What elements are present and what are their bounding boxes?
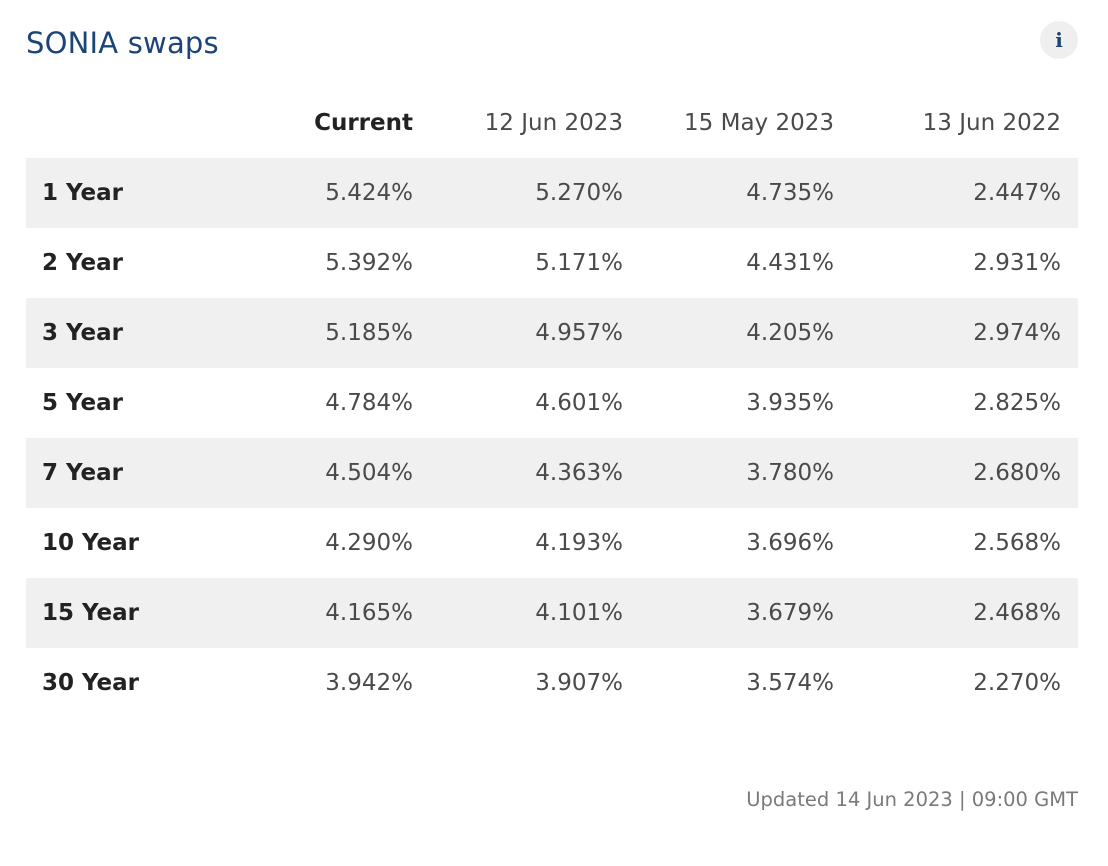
tenor-label: 5 Year bbox=[42, 390, 124, 416]
tenor-label: 30 Year bbox=[42, 670, 140, 696]
table-row: 1 Year 5.424% 5.270% 4.735% 2.447% bbox=[26, 158, 1078, 228]
rate-cell: 5.185% bbox=[325, 320, 413, 346]
rate-cell: 5.270% bbox=[535, 180, 623, 206]
table-row: 7 Year 4.504% 4.363% 3.780% 2.680% bbox=[26, 438, 1078, 508]
rate-cell: 4.504% bbox=[325, 460, 413, 486]
rate-cell: 3.942% bbox=[325, 670, 413, 696]
table-row: 15 Year 4.165% 4.101% 3.679% 2.468% bbox=[26, 578, 1078, 648]
rate-cell: 2.680% bbox=[973, 460, 1061, 486]
rate-cell: 2.974% bbox=[973, 320, 1061, 346]
rate-cell: 4.290% bbox=[325, 530, 413, 556]
rate-cell: 4.784% bbox=[325, 390, 413, 416]
swap-rates-table: Current 12 Jun 2023 15 May 2023 13 Jun 2… bbox=[26, 88, 1078, 718]
rate-cell: 2.568% bbox=[973, 530, 1061, 556]
rate-cell: 4.205% bbox=[746, 320, 834, 346]
table-row: 2 Year 5.392% 5.171% 4.431% 2.931% bbox=[26, 228, 1078, 298]
table-row: 3 Year 5.185% 4.957% 4.205% 2.974% bbox=[26, 298, 1078, 368]
sonia-swaps-widget: SONIA swaps i Current 12 Jun 2023 15 May… bbox=[26, 0, 1078, 866]
rate-cell: 5.424% bbox=[325, 180, 413, 206]
column-header-15-may-2023: 15 May 2023 bbox=[684, 110, 834, 136]
rate-cell: 4.601% bbox=[535, 390, 623, 416]
tenor-label: 15 Year bbox=[42, 600, 140, 626]
rate-cell: 3.679% bbox=[746, 600, 834, 626]
rate-cell: 2.270% bbox=[973, 670, 1061, 696]
tenor-label: 1 Year bbox=[42, 180, 124, 206]
table-row: 5 Year 4.784% 4.601% 3.935% 2.825% bbox=[26, 368, 1078, 438]
tenor-label: 7 Year bbox=[42, 460, 124, 486]
rate-cell: 4.165% bbox=[325, 600, 413, 626]
tenor-label: 10 Year bbox=[42, 530, 140, 556]
rate-cell: 4.957% bbox=[535, 320, 623, 346]
rate-cell: 4.735% bbox=[746, 180, 834, 206]
rate-cell: 3.935% bbox=[746, 390, 834, 416]
rate-cell: 2.447% bbox=[973, 180, 1061, 206]
info-icon[interactable]: i bbox=[1040, 21, 1078, 59]
rate-cell: 4.101% bbox=[535, 600, 623, 626]
rate-cell: 2.931% bbox=[973, 250, 1061, 276]
rate-cell: 3.574% bbox=[746, 670, 834, 696]
column-header-13-jun-2022: 13 Jun 2022 bbox=[922, 110, 1061, 136]
tenor-label: 2 Year bbox=[42, 250, 124, 276]
widget-title: SONIA swaps bbox=[26, 26, 219, 60]
table-row: 30 Year 3.942% 3.907% 3.574% 2.270% bbox=[26, 648, 1078, 718]
table-row: 10 Year 4.290% 4.193% 3.696% 2.568% bbox=[26, 508, 1078, 578]
rate-cell: 5.171% bbox=[535, 250, 623, 276]
rate-cell: 4.193% bbox=[535, 530, 623, 556]
column-header-tenor bbox=[26, 88, 220, 158]
table-header-row: Current 12 Jun 2023 15 May 2023 13 Jun 2… bbox=[26, 88, 1078, 158]
rate-cell: 5.392% bbox=[325, 250, 413, 276]
rate-cell: 4.431% bbox=[746, 250, 834, 276]
last-updated-text: Updated 14 Jun 2023 | 09:00 GMT bbox=[746, 788, 1078, 811]
rate-cell: 4.363% bbox=[535, 460, 623, 486]
column-header-12-jun-2023: 12 Jun 2023 bbox=[484, 110, 623, 136]
rate-cell: 3.696% bbox=[746, 530, 834, 556]
rate-cell: 3.780% bbox=[746, 460, 834, 486]
tenor-label: 3 Year bbox=[42, 320, 124, 346]
rate-cell: 2.468% bbox=[973, 600, 1061, 626]
rate-cell: 2.825% bbox=[973, 390, 1061, 416]
rate-cell: 3.907% bbox=[535, 670, 623, 696]
column-header-current: Current bbox=[314, 110, 413, 136]
